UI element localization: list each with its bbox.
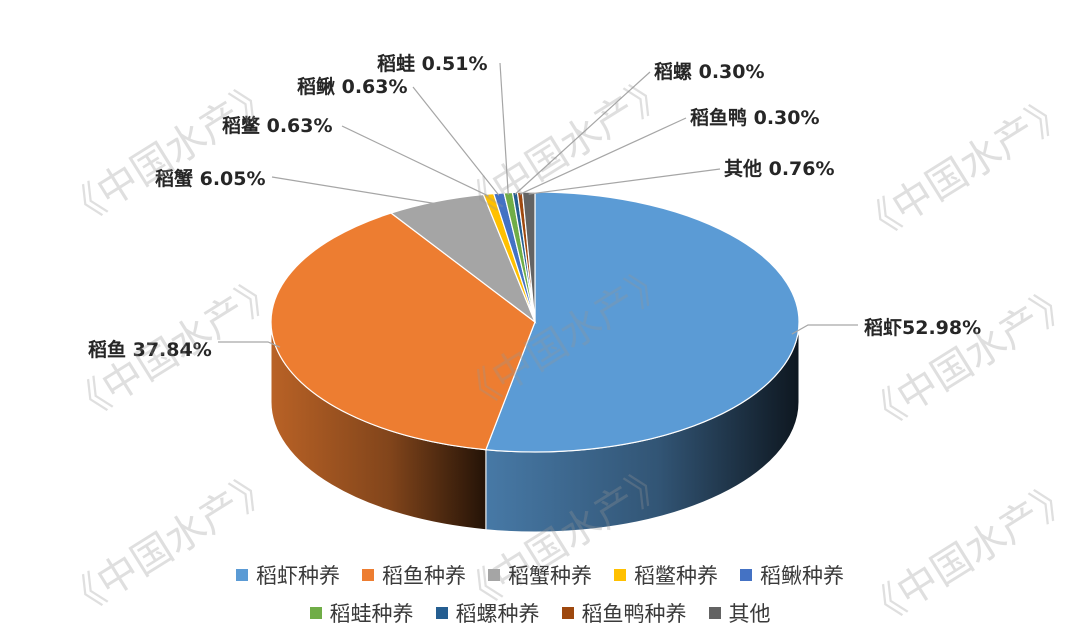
legend-label: 稻鳖种养 bbox=[634, 564, 718, 588]
data-label: 稻蟹 6.05% bbox=[155, 167, 266, 190]
legend-item: 稻鳖种养 bbox=[614, 560, 718, 590]
legend-swatch bbox=[488, 569, 500, 581]
legend-label: 稻螺种养 bbox=[455, 602, 540, 626]
legend-label: 稻鱼鸭种养 bbox=[581, 602, 687, 626]
legend-item: 稻螺种养 bbox=[435, 598, 540, 628]
data-label: 稻鳖 0.63% bbox=[222, 114, 333, 137]
legend-swatch bbox=[614, 569, 626, 581]
legend-item: 稻鳅种养 bbox=[740, 560, 844, 590]
data-label: 其他 0.76% bbox=[724, 157, 835, 180]
legend-swatch bbox=[561, 607, 574, 619]
pie-slice bbox=[485, 191, 800, 453]
leader-line bbox=[412, 86, 500, 196]
leader-line bbox=[514, 71, 651, 195]
leader-line bbox=[499, 62, 509, 195]
legend-label: 稻蛙种养 bbox=[329, 602, 414, 626]
legend-item: 稻鱼鸭种养 bbox=[561, 598, 687, 628]
legend-swatch bbox=[740, 569, 752, 581]
legend-label: 稻鱼种养 bbox=[382, 564, 466, 588]
data-label: 稻鳅 0.63% bbox=[297, 75, 408, 98]
legend-swatch bbox=[435, 607, 448, 619]
data-label: 稻蛙 0.51% bbox=[377, 52, 488, 75]
legend-row: 稻虾种养 稻鱼种养 稻蟹种养 稻鳖种养 稻鳅种养 bbox=[0, 556, 1080, 594]
leader-line bbox=[528, 168, 721, 195]
legend-label: 其他 bbox=[728, 602, 771, 626]
legend-item: 其他 bbox=[708, 598, 771, 628]
legend-label: 稻蟹种养 bbox=[508, 564, 592, 588]
legend-item: 稻蟹种养 bbox=[488, 560, 592, 590]
leader-line bbox=[791, 324, 858, 335]
data-label: 稻螺 0.30% bbox=[654, 60, 765, 83]
legend-label: 稻虾种养 bbox=[256, 564, 340, 588]
data-label: 稻虾52.98% bbox=[864, 316, 981, 339]
leader-line bbox=[341, 125, 489, 197]
leader-line bbox=[519, 117, 687, 195]
data-label: 稻鱼 37.84% bbox=[88, 338, 212, 361]
chart-legend: 稻虾种养 稻鱼种养 稻蟹种养 稻鳖种养 稻鳅种养 稻蛙种养 稻螺种养 稻鱼鸭种养… bbox=[0, 556, 1080, 632]
legend-swatch bbox=[309, 607, 322, 619]
legend-item: 稻鱼种养 bbox=[362, 560, 466, 590]
legend-item: 稻蛙种养 bbox=[309, 598, 414, 628]
leader-line bbox=[218, 341, 281, 348]
legend-label: 稻鳅种养 bbox=[760, 564, 844, 588]
legend-item: 稻虾种养 bbox=[236, 560, 340, 590]
data-label: 稻鱼鸭 0.30% bbox=[690, 106, 820, 129]
legend-swatch bbox=[708, 607, 721, 619]
legend-swatch bbox=[236, 569, 248, 581]
pie-slice bbox=[521, 191, 536, 323]
leader-line bbox=[271, 176, 436, 205]
legend-swatch bbox=[362, 569, 374, 581]
legend-row: 稻蛙种养 稻螺种养 稻鱼鸭种养 其他 bbox=[0, 594, 1080, 632]
